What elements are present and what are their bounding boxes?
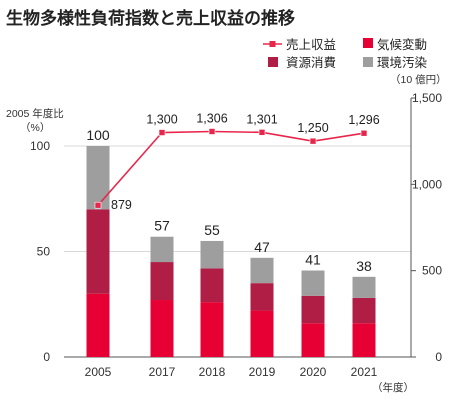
- x-axis-tick-label: 2019: [249, 365, 276, 379]
- legend-swatch-climate: [363, 38, 373, 48]
- x-axis-tick-label: 2021: [351, 365, 378, 379]
- legend-swatch-pollution: [363, 57, 373, 67]
- legend-label-resource: 資源消費: [286, 55, 336, 70]
- bar-環境汚染-2017: [150, 236, 174, 263]
- right-axis-tick-label: 1,500: [412, 91, 442, 105]
- x-axis-tick-label: 2018: [199, 365, 226, 379]
- bar-資源消費-2017: [150, 262, 174, 301]
- legend-item-pollution: 環境汚染: [363, 55, 428, 70]
- legend: 売上収益 気候変動 資源消費 環境汚染: [263, 37, 428, 70]
- legend-marker-swatch: [269, 41, 276, 47]
- bar-気候変動-2020: [301, 323, 325, 357]
- bar-資源消費-2019: [250, 283, 274, 311]
- bar-total-label: 55: [204, 222, 220, 238]
- sales-point: [258, 129, 266, 136]
- bar-資源消費-2021: [352, 297, 376, 324]
- legend-swatch-resource: [268, 57, 278, 67]
- left-axis-tick-label: 50: [37, 245, 51, 259]
- legend-item-sales: 売上収益: [263, 37, 336, 52]
- sales-line: [97, 130, 365, 206]
- legend-item-resource: 資源消費: [268, 55, 336, 70]
- right-axis-tick-label: 1,000: [412, 177, 442, 191]
- x-axis-tick-label: 2005: [85, 365, 112, 379]
- bar-気候変動-2005: [86, 293, 110, 357]
- left-axis-tick-label: 100: [30, 139, 50, 153]
- right-axis-tick-label: 0: [435, 350, 442, 364]
- sales-data-label: 1,250: [297, 121, 328, 135]
- plot-area: 0 50 100 0 500 1,000 1,500 100 2005 57 2017 55 2018 4…: [30, 91, 442, 379]
- right-axis-tick-label: 500: [422, 264, 442, 278]
- bar-気候変動-2021: [352, 323, 376, 357]
- right-axis-unit-label: （10 億円）: [390, 73, 447, 86]
- sales-data-label: 1,306: [196, 111, 227, 125]
- sales-point: [360, 129, 368, 137]
- bar-環境汚染-2020: [301, 270, 325, 296]
- bar-資源消費-2018: [200, 268, 224, 303]
- bar-気候変動-2017: [150, 300, 174, 357]
- bar-気候変動-2018: [200, 302, 224, 357]
- left-axis-unit-label: 2005 年度比: [6, 107, 64, 120]
- chart-title: 生物多様性負荷指数と売上収益の推移: [6, 8, 295, 28]
- bar-気候変動-2019: [250, 310, 274, 357]
- bar-環境汚染-2019: [250, 257, 274, 284]
- legend-label-climate: 気候変動: [377, 37, 427, 52]
- bar-資源消費-2020: [301, 295, 325, 324]
- x-axis-tick-label: 2017: [149, 365, 176, 379]
- sales-point: [208, 128, 216, 135]
- sales-data-label: 1,296: [348, 113, 379, 127]
- sales-data-label: 1,301: [246, 112, 277, 126]
- sales-data-label: 1,300: [146, 113, 177, 127]
- bar-環境汚染-2021: [352, 276, 376, 298]
- left-axis-tick-label: 0: [43, 350, 50, 364]
- left-axis-percent-label: （%）: [20, 122, 50, 134]
- bar-total-label: 100: [86, 127, 110, 143]
- bar-total-label: 41: [305, 251, 321, 267]
- sales-point: [158, 129, 166, 136]
- legend-label-pollution: 環境汚染: [377, 55, 428, 70]
- bar-資源消費-2005: [86, 209, 110, 294]
- x-axis-unit-label: （年度）: [372, 381, 414, 394]
- sales-point: [94, 201, 102, 209]
- bar-環境汚染-2018: [200, 240, 224, 269]
- bar-total-label: 38: [356, 258, 372, 274]
- bar-環境汚染-2005: [86, 146, 110, 210]
- legend-label-sales: 売上収益: [286, 37, 336, 52]
- bar-total-label: 47: [254, 239, 270, 255]
- legend-item-climate: 気候変動: [363, 37, 427, 52]
- sales-point: [309, 137, 317, 145]
- x-axis-tick-label: 2020: [300, 365, 327, 379]
- bar-total-label: 57: [154, 218, 170, 234]
- sales-data-label: 879: [111, 198, 132, 212]
